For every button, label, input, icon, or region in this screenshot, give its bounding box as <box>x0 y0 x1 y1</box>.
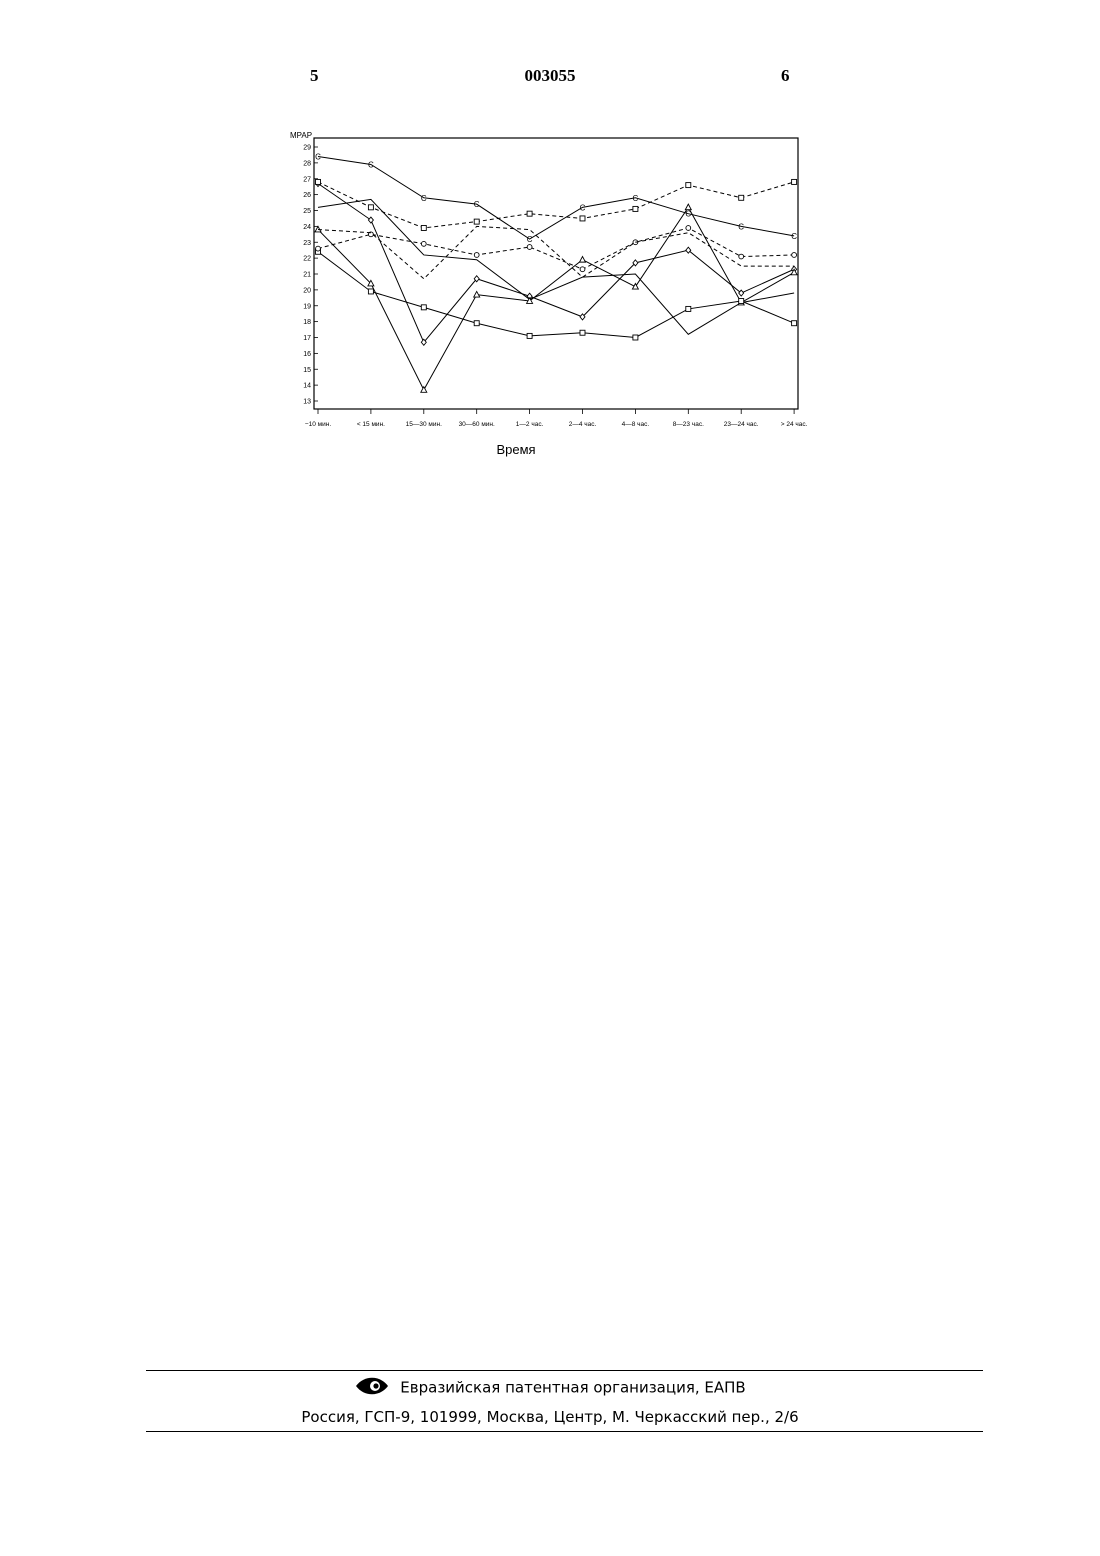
data-point-letter: C <box>368 160 374 169</box>
data-point-letter: C <box>421 194 427 203</box>
data-point-square <box>421 225 426 230</box>
y-tick-label: 17 <box>303 335 311 342</box>
y-tick-label: 13 <box>303 399 311 406</box>
data-point-circle <box>686 226 691 231</box>
data-point-square <box>633 206 638 211</box>
y-tick-label: 19 <box>303 303 311 310</box>
data-point-triangle <box>421 387 427 393</box>
data-point-circle <box>527 245 532 250</box>
data-point-square <box>686 306 691 311</box>
mpap-line-chart: MPAP 1314151617181920212223242526272829 … <box>290 126 820 466</box>
x-tick-label: < 15 мин. <box>357 421 385 428</box>
x-tick-label: 4—8 час. <box>622 421 650 428</box>
footer-top-rule <box>146 1370 983 1371</box>
x-tick-label: 23—24 час. <box>724 421 759 428</box>
x-tick-label: 2—4 час. <box>569 421 597 428</box>
footer-address: Россия, ГСП-9, 101999, Москва, Центр, М.… <box>0 1408 1100 1426</box>
x-tick-label: 15—30 мин. <box>406 421 442 428</box>
data-point-letter: C <box>474 200 480 209</box>
x-tick-label: −10 мин. <box>305 421 332 428</box>
y-tick-label: 20 <box>303 287 311 294</box>
data-point-square <box>792 321 797 326</box>
data-point-square <box>686 183 691 188</box>
series-lines: CCCCCCCCCC <box>315 153 797 393</box>
data-point-square <box>474 219 479 224</box>
x-tick-label: > 24 час. <box>781 421 808 428</box>
series-line <box>318 184 794 343</box>
data-point-square <box>633 335 638 340</box>
data-point-letter: C <box>315 153 321 162</box>
y-tick-label: 16 <box>303 351 311 358</box>
y-tick-label: 24 <box>303 224 311 231</box>
data-point-square <box>368 289 373 294</box>
footer-bottom-rule <box>146 1431 983 1432</box>
series-line <box>318 157 794 240</box>
data-point-circle <box>792 253 797 258</box>
x-tick-label: 1—2 час. <box>516 421 544 428</box>
data-point-square <box>739 298 744 303</box>
data-point-circle <box>421 241 426 246</box>
x-axis-label: Время <box>496 442 535 457</box>
data-point-triangle <box>685 204 691 210</box>
x-tick-label: 8—23 час. <box>673 421 704 428</box>
data-point-letter: C <box>527 235 533 244</box>
data-point-letter: C <box>580 203 586 212</box>
data-point-circle <box>316 246 321 251</box>
y-axis-label: MPAP <box>290 131 312 140</box>
series-line <box>318 182 794 228</box>
data-point-triangle <box>474 291 480 297</box>
data-point-triangle <box>315 226 321 232</box>
document-number: 003055 <box>0 66 1100 86</box>
footer-organization: Евразийская патентная организация, ЕАПВ <box>0 1376 1100 1400</box>
data-point-square <box>316 179 321 184</box>
data-point-square <box>527 211 532 216</box>
data-point-diamond <box>368 217 373 223</box>
data-point-triangle <box>580 257 586 263</box>
series-line <box>318 252 794 338</box>
y-tick-label: 23 <box>303 240 311 247</box>
x-axis: −10 мин. < 15 мин. 15—30 мин. 30—60 мин. 1—2… <box>305 409 808 428</box>
data-point-circle <box>474 253 479 258</box>
data-point-letter: C <box>791 232 797 241</box>
y-tick-label: 25 <box>303 208 311 215</box>
series-line <box>318 207 794 390</box>
y-tick-label: 15 <box>303 367 311 374</box>
y-tick-label: 27 <box>303 176 311 183</box>
data-point-square <box>527 333 532 338</box>
series-line <box>318 199 794 334</box>
y-tick-label: 29 <box>303 145 311 152</box>
y-tick-label: 26 <box>303 192 311 199</box>
data-point-letter: C <box>633 194 639 203</box>
data-point-circle <box>739 254 744 259</box>
x-tick-label: 30—60 мин. <box>459 421 495 428</box>
series-line <box>318 226 794 278</box>
data-point-square <box>421 305 426 310</box>
y-tick-label: 22 <box>303 256 311 263</box>
y-tick-label: 18 <box>303 319 311 326</box>
data-point-square <box>792 179 797 184</box>
eapo-logo-icon <box>354 1376 390 1400</box>
footer-org-name: Евразийская патентная организация, ЕАПВ <box>400 1379 745 1397</box>
data-point-square <box>368 205 373 210</box>
y-tick-label: 21 <box>303 272 311 279</box>
y-tick-label: 28 <box>303 160 311 167</box>
data-point-square <box>739 195 744 200</box>
data-point-square <box>474 321 479 326</box>
data-point-square <box>580 330 585 335</box>
page-number-right: 6 <box>781 66 790 86</box>
data-point-circle <box>580 267 585 272</box>
data-point-diamond <box>739 290 744 296</box>
data-point-diamond <box>686 247 691 253</box>
y-tick-label: 14 <box>303 383 311 390</box>
data-point-square <box>580 216 585 221</box>
data-point-letter: C <box>738 222 744 231</box>
